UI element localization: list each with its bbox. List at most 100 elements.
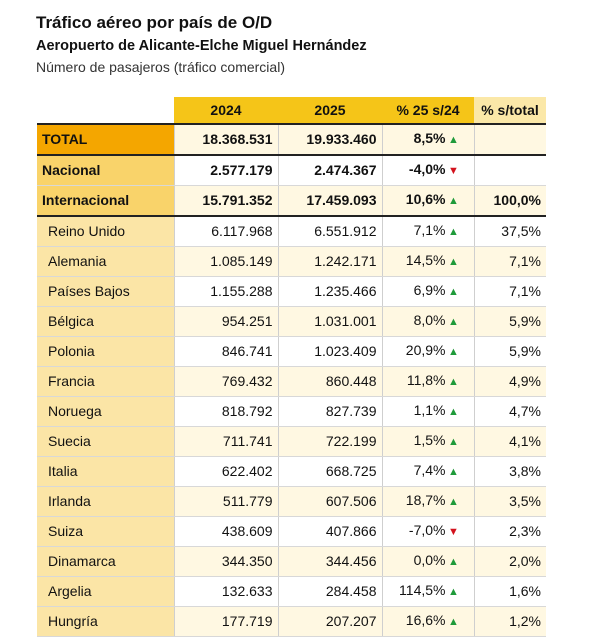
share-value: 1,2% bbox=[473, 606, 546, 637]
row-label: Irlanda bbox=[37, 486, 174, 517]
value-2025: 207.207 bbox=[277, 606, 382, 637]
value-2024: 1.085.149 bbox=[173, 246, 278, 277]
share-value: 7,1% bbox=[473, 276, 546, 307]
value-2024: 2.577.179 bbox=[173, 155, 278, 186]
change-value: 1,1% bbox=[413, 402, 446, 418]
change-cell: 20,9% ▲ bbox=[381, 336, 474, 367]
table-row: Bélgica 954.251 1.031.001 8,0% ▲ 5,9% bbox=[37, 306, 546, 337]
value-2024: 511.779 bbox=[173, 486, 278, 517]
row-label: Internacional bbox=[37, 185, 174, 217]
triangle-up-icon: ▲ bbox=[448, 436, 459, 448]
table-row: Irlanda 511.779 607.506 18,7% ▲ 3,5% bbox=[37, 486, 546, 517]
share-value: 4,7% bbox=[473, 396, 546, 427]
share-value: 2,3% bbox=[473, 516, 546, 547]
row-label: Polonia bbox=[37, 336, 174, 367]
change-value: -4,0% bbox=[408, 161, 446, 177]
table-row: Reino Unido 6.117.968 6.551.912 7,1% ▲ 37,5% bbox=[37, 216, 546, 247]
change-value: 7,1% bbox=[413, 222, 446, 238]
share-value: 3,5% bbox=[473, 486, 546, 517]
triangle-down-icon: ▼ bbox=[448, 526, 459, 538]
value-2024: 15.791.352 bbox=[173, 185, 278, 217]
change-cell: 8,0% ▲ bbox=[381, 306, 474, 337]
change-value: 16,6% bbox=[405, 612, 446, 628]
value-2024: 818.792 bbox=[173, 396, 278, 427]
share-value: 4,9% bbox=[473, 366, 546, 397]
share-value: 2,0% bbox=[473, 546, 546, 577]
change-value: 18,7% bbox=[405, 492, 446, 508]
value-2025: 827.739 bbox=[277, 396, 382, 427]
value-2025: 19.933.460 bbox=[277, 123, 382, 156]
value-2024: 6.117.968 bbox=[173, 216, 278, 247]
value-2024: 1.155.288 bbox=[173, 276, 278, 307]
change-cell: 11,8% ▲ bbox=[381, 366, 474, 397]
row-label: Alemania bbox=[37, 246, 174, 277]
table-row: Dinamarca 344.350 344.456 0,0% ▲ 2,0% bbox=[37, 546, 546, 577]
share-value bbox=[473, 155, 546, 186]
change-cell: 14,5% ▲ bbox=[381, 246, 474, 277]
row-label: Argelia bbox=[37, 576, 174, 607]
row-label: Italia bbox=[37, 456, 174, 487]
share-value: 5,9% bbox=[473, 306, 546, 337]
change-value: 8,0% bbox=[413, 312, 446, 328]
value-2024: 177.719 bbox=[173, 606, 278, 637]
share-value: 5,9% bbox=[473, 336, 546, 367]
row-label: TOTAL bbox=[37, 123, 174, 156]
value-2024: 438.609 bbox=[173, 516, 278, 547]
value-2025: 17.459.093 bbox=[277, 185, 382, 217]
change-cell: 1,1% ▲ bbox=[381, 396, 474, 427]
table-row: Argelia 132.633 284.458 114,5% ▲ 1,6% bbox=[37, 576, 546, 607]
change-value: 11,8% bbox=[406, 372, 446, 388]
value-2025: 860.448 bbox=[277, 366, 382, 397]
value-2025: 284.458 bbox=[277, 576, 382, 607]
triangle-up-icon: ▲ bbox=[448, 586, 459, 598]
chart-title: Tráfico aéreo por país de O/D bbox=[36, 13, 273, 32]
chart-subtitle: Aeropuerto de Alicante-Elche Miguel Hern… bbox=[36, 38, 367, 54]
value-2025: 1.242.171 bbox=[277, 246, 382, 277]
change-cell: -7,0% ▼ bbox=[381, 516, 474, 547]
traffic-table: 2024 2025 % 25 s/24 % s/total TOTAL 18.36… bbox=[37, 97, 546, 637]
change-cell: 6,9% ▲ bbox=[381, 276, 474, 307]
share-value: 37,5% bbox=[473, 216, 546, 247]
change-cell: 1,5% ▲ bbox=[381, 426, 474, 457]
table-body: TOTAL 18.368.531 19.933.460 8,5% ▲ Nacional 2.… bbox=[37, 123, 546, 637]
row-label: Reino Unido bbox=[37, 216, 174, 247]
table-row: Alemania 1.085.149 1.242.171 14,5% ▲ 7,1% bbox=[37, 246, 546, 277]
row-label: Suiza bbox=[37, 516, 174, 547]
row-label: Dinamarca bbox=[37, 546, 174, 577]
value-2025: 722.199 bbox=[277, 426, 382, 457]
value-2024: 711.741 bbox=[173, 426, 278, 457]
change-cell: 7,1% ▲ bbox=[381, 216, 474, 247]
triangle-up-icon: ▲ bbox=[448, 256, 459, 268]
row-label: Francia bbox=[37, 366, 174, 397]
value-2024: 769.432 bbox=[173, 366, 278, 397]
change-value: 14,5% bbox=[405, 252, 446, 268]
change-value: 114,5% bbox=[399, 582, 446, 598]
row-label: Países Bajos bbox=[37, 276, 174, 307]
table-row: Italia 622.402 668.725 7,4% ▲ 3,8% bbox=[37, 456, 546, 487]
change-cell: 8,5% ▲ bbox=[381, 123, 474, 156]
triangle-up-icon: ▲ bbox=[448, 466, 459, 478]
value-2025: 1.023.409 bbox=[277, 336, 382, 367]
value-2025: 668.725 bbox=[277, 456, 382, 487]
row-label: Bélgica bbox=[37, 306, 174, 337]
value-2025: 2.474.367 bbox=[277, 155, 382, 186]
change-value: 10,6% bbox=[405, 191, 446, 207]
triangle-up-icon: ▲ bbox=[448, 134, 459, 146]
header-2025: 2025 bbox=[278, 97, 382, 124]
table-row: Noruega 818.792 827.739 1,1% ▲ 4,7% bbox=[37, 396, 546, 427]
header-blank bbox=[37, 97, 174, 124]
share-value: 1,6% bbox=[473, 576, 546, 607]
change-value: 20,9% bbox=[405, 342, 446, 358]
value-2024: 18.368.531 bbox=[173, 123, 278, 156]
change-value: 1,5% bbox=[413, 432, 446, 448]
value-2024: 344.350 bbox=[173, 546, 278, 577]
row-label: Nacional bbox=[37, 155, 174, 186]
table-row: Polonia 846.741 1.023.409 20,9% ▲ 5,9% bbox=[37, 336, 546, 367]
value-2024: 954.251 bbox=[173, 306, 278, 337]
value-2024: 132.633 bbox=[173, 576, 278, 607]
table-row: Nacional 2.577.179 2.474.367 -4,0% ▼ bbox=[37, 155, 546, 186]
change-cell: -4,0% ▼ bbox=[381, 155, 474, 186]
table-row: Países Bajos 1.155.288 1.235.466 6,9% ▲ 7,1% bbox=[37, 276, 546, 307]
header-row: 2024 2025 % 25 s/24 % s/total bbox=[37, 97, 546, 124]
value-2025: 6.551.912 bbox=[277, 216, 382, 247]
